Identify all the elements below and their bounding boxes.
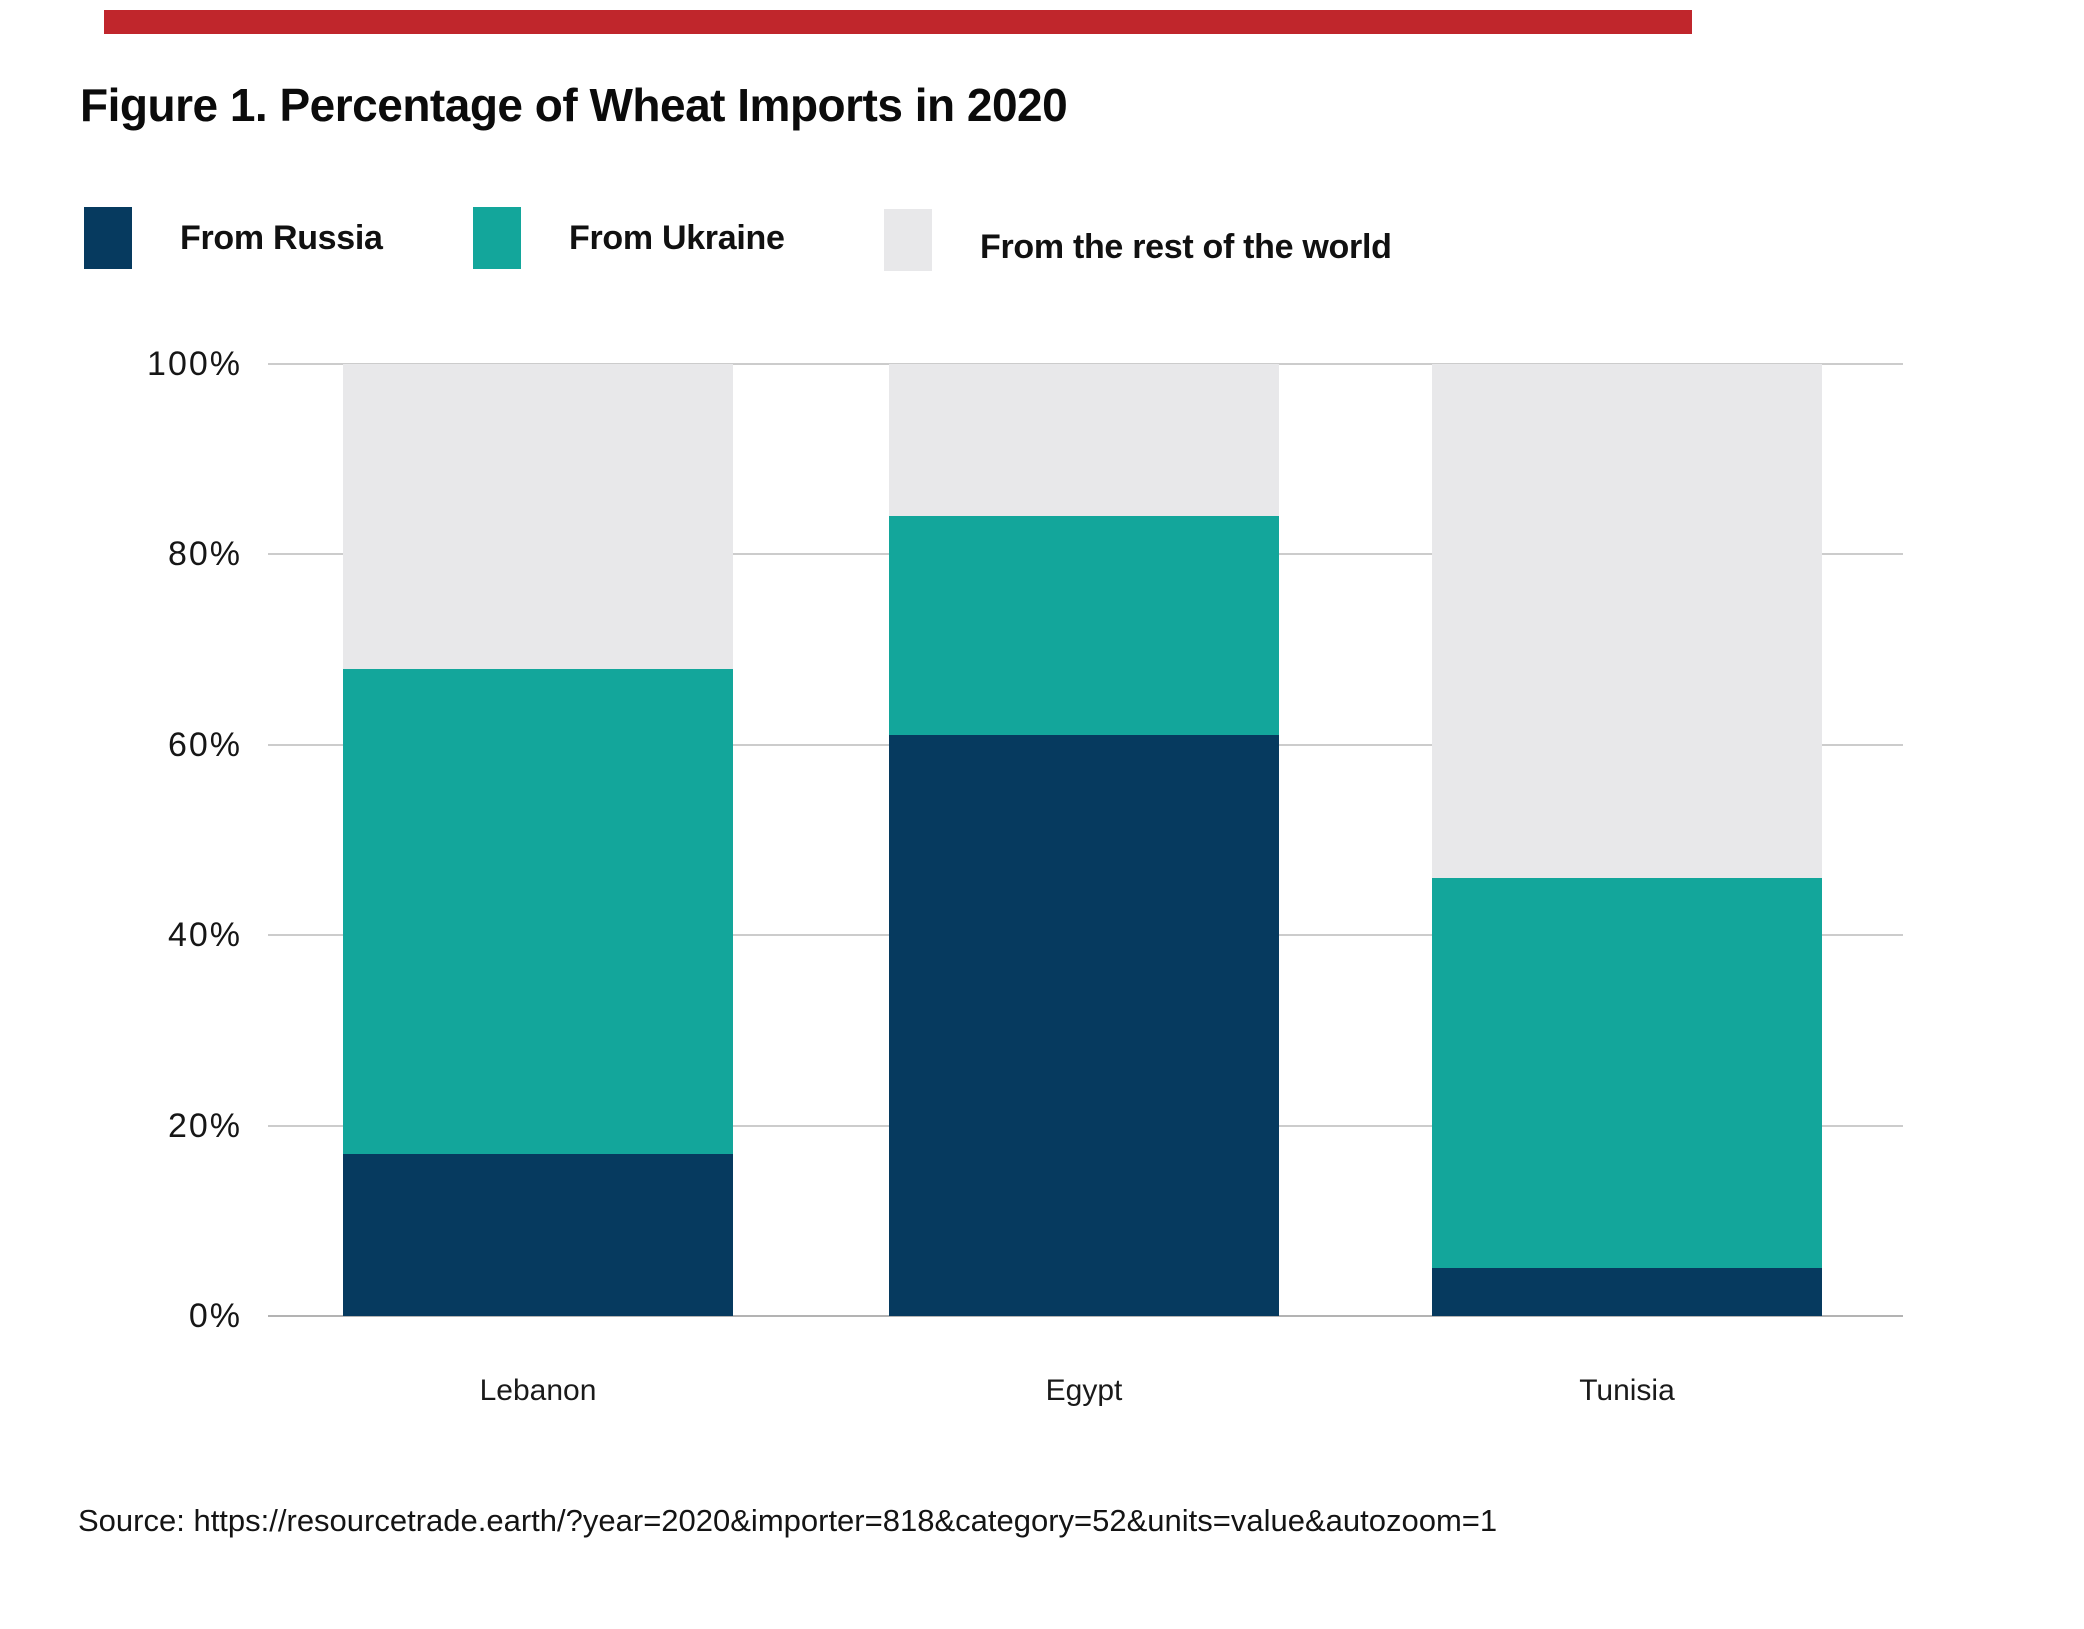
- bar-segment-lebanon-from-ukraine: [343, 668, 733, 1155]
- x-axis-label-lebanon: Lebanon: [479, 1374, 597, 1407]
- figure-title: Figure 1. Percentage of Wheat Imports in…: [80, 79, 1068, 131]
- bar-segment-egypt-from-ukraine: [889, 516, 1279, 736]
- y-tick-label-20: 20%: [167, 1106, 242, 1145]
- y-tick-label-0: 0%: [188, 1297, 242, 1335]
- legend-swatch-ukraine: [473, 207, 521, 269]
- bar-segment-egypt-from-russia: [889, 735, 1279, 1316]
- legend-item-russia: From Russia: [84, 207, 383, 269]
- bar-segment-tunisia-from-russia: [1432, 1268, 1822, 1316]
- top-accent-bar: [104, 10, 1692, 34]
- x-axis-label-tunisia: Tunisia: [1579, 1374, 1675, 1407]
- legend-swatch-russia: [84, 207, 132, 269]
- legend-label-russia: From Russia: [180, 218, 383, 257]
- source-text: Source: https://resourcetrade.earth/?yea…: [78, 1503, 1498, 1538]
- legend-label-rest-of-world: From the rest of the world: [980, 227, 1392, 266]
- gridline-0: [268, 1315, 1903, 1317]
- legend-swatch-rest-of-world: [884, 209, 932, 271]
- legend-label-ukraine: From Ukraine: [569, 218, 785, 257]
- y-tick-label-60: 60%: [167, 725, 242, 764]
- bar-segment-tunisia-from-the-rest-of-the-world: [1432, 364, 1822, 879]
- x-axis-label-egypt: Egypt: [1045, 1374, 1123, 1407]
- legend-item-rest-of-world: From the rest of the world: [884, 209, 1392, 271]
- bar-segment-tunisia-from-ukraine: [1432, 878, 1822, 1269]
- bar-segment-lebanon-from-russia: [343, 1154, 733, 1316]
- bar-segment-lebanon-from-the-rest-of-the-world: [343, 364, 733, 669]
- legend-item-ukraine: From Ukraine: [473, 207, 785, 269]
- y-tick-label-80: 80%: [167, 535, 242, 574]
- bar-segment-egypt-from-the-rest-of-the-world: [889, 364, 1279, 517]
- y-tick-label-100: 100%: [147, 345, 242, 383]
- y-tick-label-40: 40%: [167, 916, 242, 955]
